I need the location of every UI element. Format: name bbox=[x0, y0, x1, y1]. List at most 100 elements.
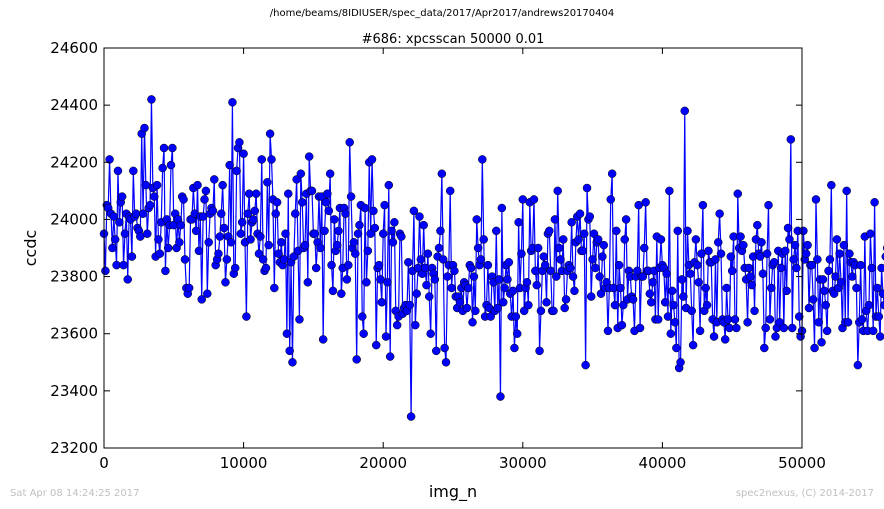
data-point bbox=[378, 229, 388, 238]
data-point bbox=[567, 218, 576, 227]
data-point bbox=[687, 306, 696, 316]
data-point bbox=[550, 215, 560, 224]
data-point bbox=[360, 203, 370, 213]
data-point bbox=[412, 289, 421, 298]
data-point bbox=[256, 232, 265, 241]
data-point bbox=[767, 283, 776, 293]
data-point bbox=[813, 255, 822, 264]
data-point bbox=[787, 323, 797, 333]
data-point bbox=[808, 295, 818, 304]
data-point bbox=[881, 252, 884, 261]
data-point bbox=[277, 238, 286, 247]
data-point bbox=[472, 215, 481, 224]
data-point bbox=[147, 95, 156, 104]
data-point bbox=[440, 343, 449, 353]
axes-frame bbox=[103, 47, 803, 449]
data-point bbox=[499, 298, 508, 307]
data-point bbox=[868, 326, 878, 336]
data-point bbox=[123, 275, 132, 284]
data-point bbox=[320, 226, 329, 236]
data-point bbox=[559, 235, 568, 244]
data-point bbox=[660, 298, 670, 307]
data-point bbox=[101, 266, 110, 276]
data-point bbox=[578, 246, 588, 256]
data-point bbox=[291, 209, 300, 218]
data-point bbox=[716, 249, 726, 258]
data-point bbox=[570, 286, 579, 296]
data-point bbox=[110, 235, 120, 244]
data-point bbox=[743, 318, 752, 327]
data-point bbox=[575, 209, 585, 218]
data-point bbox=[582, 183, 592, 193]
data-point bbox=[324, 206, 334, 216]
data-point bbox=[430, 275, 440, 284]
data-point bbox=[129, 166, 138, 176]
data-point bbox=[230, 263, 240, 273]
data-point bbox=[483, 260, 493, 270]
data-point bbox=[792, 263, 801, 273]
data-point bbox=[384, 180, 394, 190]
data-point bbox=[367, 155, 377, 164]
data-point bbox=[704, 246, 713, 256]
data-point bbox=[856, 260, 865, 270]
data-point bbox=[579, 229, 589, 238]
data-point bbox=[595, 272, 604, 281]
data-point bbox=[695, 326, 705, 336]
data-point bbox=[588, 255, 597, 264]
data-point bbox=[423, 249, 433, 258]
data-point bbox=[193, 180, 202, 190]
x-tick-label: 50000 bbox=[778, 454, 826, 472]
data-point bbox=[191, 226, 201, 236]
data-point bbox=[250, 206, 260, 216]
data-point bbox=[874, 312, 884, 321]
data-point bbox=[726, 252, 736, 261]
data-point bbox=[656, 235, 666, 244]
data-point bbox=[443, 272, 452, 281]
data-point bbox=[166, 160, 176, 170]
data-point bbox=[510, 343, 519, 353]
data-point bbox=[150, 192, 159, 201]
data-point bbox=[878, 289, 884, 298]
y-axis-label: ccdc bbox=[21, 230, 40, 267]
data-point bbox=[108, 243, 117, 253]
data-point bbox=[822, 326, 832, 336]
data-point bbox=[226, 238, 236, 247]
data-point bbox=[877, 263, 884, 273]
data-point bbox=[370, 223, 380, 233]
data-point bbox=[445, 186, 455, 196]
data-point bbox=[263, 178, 272, 187]
data-point bbox=[415, 212, 424, 221]
x-tick-label: 20000 bbox=[359, 454, 407, 472]
data-point bbox=[730, 315, 740, 324]
data-point bbox=[803, 240, 812, 250]
data-point bbox=[349, 238, 359, 247]
data-point bbox=[316, 243, 325, 253]
data-point bbox=[235, 138, 244, 147]
data-point bbox=[769, 258, 779, 267]
data-point bbox=[683, 226, 692, 236]
data-point bbox=[524, 300, 533, 310]
data-point bbox=[469, 272, 479, 281]
data-point bbox=[801, 249, 811, 258]
data-point bbox=[536, 306, 546, 316]
data-point bbox=[432, 346, 441, 356]
data-point bbox=[709, 332, 719, 341]
data-point bbox=[591, 263, 600, 273]
data-point bbox=[504, 258, 514, 267]
data-point bbox=[381, 332, 391, 341]
data-point bbox=[666, 329, 676, 338]
data-point bbox=[616, 283, 625, 293]
data-point bbox=[765, 315, 775, 324]
data-point bbox=[159, 143, 169, 153]
data-point bbox=[258, 255, 268, 264]
data-point bbox=[327, 260, 336, 270]
data-point bbox=[264, 240, 273, 250]
footer-timestamp: Sat Apr 08 14:24:25 2017 bbox=[10, 488, 140, 499]
data-point bbox=[383, 278, 392, 287]
data-point bbox=[829, 289, 839, 298]
data-point bbox=[511, 312, 521, 321]
data-point bbox=[665, 186, 674, 196]
data-point bbox=[180, 255, 190, 264]
data-point bbox=[272, 198, 282, 207]
data-point bbox=[105, 155, 114, 164]
